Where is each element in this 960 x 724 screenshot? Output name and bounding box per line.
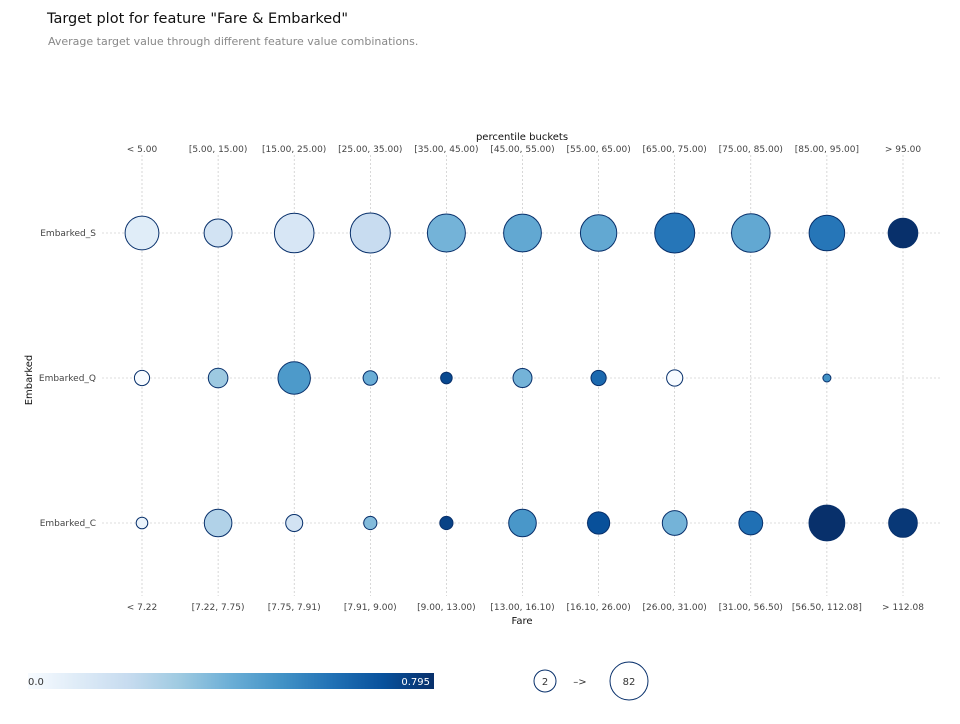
top-axis-title: percentile buckets: [476, 132, 568, 143]
top-tick-label: > 95.00: [885, 145, 921, 155]
data-point: [661, 510, 688, 536]
data-point: [362, 370, 378, 386]
data-point: [512, 368, 533, 388]
data-point: [731, 213, 771, 253]
top-tick-label: [75.00, 85.00): [719, 145, 783, 155]
top-tick-label: [15.00, 25.00): [262, 145, 326, 155]
data-point: [440, 371, 453, 385]
x-tick-label: [16.10, 26.00): [566, 603, 630, 613]
chart-title: Target plot for feature "Fare & Embarked…: [47, 11, 349, 27]
data-point: [135, 516, 149, 530]
data-point: [124, 215, 160, 251]
data-point: [503, 213, 542, 253]
x-axis-title: Fare: [511, 616, 532, 627]
x-tick-label: > 112.08: [882, 603, 924, 613]
data-point: [277, 361, 311, 395]
data-point: [426, 213, 466, 253]
data-point: [654, 212, 696, 254]
top-tick-label: [45.00, 55.00): [490, 145, 554, 155]
x-tick-label: [31.00, 56.50): [719, 603, 783, 613]
data-point: [273, 212, 315, 254]
top-tick-label: [65.00, 75.00): [643, 145, 707, 155]
data-point: [738, 510, 764, 536]
x-tick-label: [26.00, 31.00): [643, 603, 707, 613]
data-point: [808, 504, 846, 542]
size-legend-arrow: –>: [573, 677, 586, 688]
data-point: [579, 214, 618, 252]
x-tick-label: [7.22, 7.75): [192, 603, 245, 613]
colorbar: [28, 673, 434, 689]
x-tick-label: < 7.22: [127, 603, 157, 613]
data-points: [124, 212, 919, 542]
chart-subtitle: Average target value through different f…: [48, 35, 419, 48]
data-point: [349, 212, 391, 254]
top-tick-label: [85.00, 95.00]: [795, 145, 859, 155]
y-tick-label: Embarked_Q: [39, 374, 96, 384]
data-point: [587, 511, 611, 535]
tick-labels: < 7.22 [7.22, 7.75) [7.75, 7.91) [7.91, 9.0…: [39, 145, 924, 613]
data-point: [285, 514, 304, 532]
data-point: [887, 217, 919, 249]
data-point: [590, 369, 607, 387]
x-tick-label: [9.00, 13.00): [417, 603, 476, 613]
top-tick-label: [25.00, 35.00): [338, 145, 402, 155]
top-tick-label: [5.00, 15.00): [189, 145, 248, 155]
data-point: [133, 369, 151, 387]
data-point: [207, 367, 229, 389]
x-tick-label: [56.50, 112.08]: [792, 603, 862, 613]
size-legend-small-circle: [533, 669, 557, 693]
data-point: [808, 214, 846, 252]
size-legend-max-count: 82: [623, 677, 636, 688]
x-tick-label: [13.00, 16.10): [490, 603, 554, 613]
data-point: [363, 515, 378, 531]
data-point: [508, 508, 537, 538]
data-point: [822, 373, 832, 383]
colorbar-min-label: 0.0: [28, 677, 44, 688]
size-legend-min-count: 2: [542, 677, 548, 688]
data-point: [888, 508, 918, 538]
x-tick-label: [7.75, 7.91): [268, 603, 321, 613]
data-point: [203, 218, 233, 248]
x-tick-label: [7.91, 9.00): [344, 603, 397, 613]
top-tick-label: [55.00, 65.00): [566, 145, 630, 155]
y-tick-label: Embarked_C: [40, 519, 96, 529]
data-point: [439, 515, 454, 531]
top-tick-label: < 5.00: [127, 145, 158, 155]
data-point: [666, 369, 684, 387]
y-tick-label: Embarked_S: [40, 229, 96, 239]
y-axis-title: Embarked: [24, 355, 35, 406]
data-point: [203, 508, 233, 538]
size-legend-large-circle: [609, 661, 649, 701]
colorbar-max-label: 0.795: [401, 677, 430, 688]
top-tick-label: [35.00, 45.00): [414, 145, 478, 155]
